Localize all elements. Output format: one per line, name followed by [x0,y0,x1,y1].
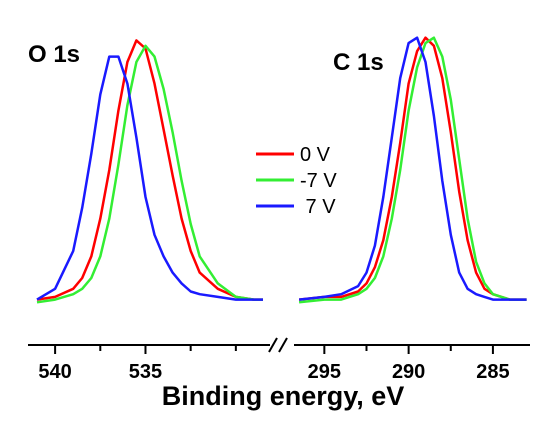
tick-label-c1s-290: 290 [392,361,425,383]
axis-break-mark-1 [268,337,278,353]
x-axis-title: Binding energy, eV [162,381,405,411]
series-line-o1s-minus7-v [36,44,263,304]
curves-layer [36,36,527,304]
tick-label-c1s-295: 295 [308,361,341,383]
tick-marks: 540 535 295 290 285 [38,345,510,383]
panel-label-o1s: O 1s [28,41,80,68]
x-axis [28,337,530,353]
legend: 0 V -7 V 7 V [256,144,337,218]
axis-break-mark-2 [278,337,288,353]
panel-label-c1s: C 1s [333,49,384,76]
tick-label-o1s-535: 535 [129,361,162,383]
tick-label-c1s-285: 285 [476,361,509,383]
legend-label-0-v: 0 V [300,144,331,166]
tick-label-o1s-540: 540 [38,361,71,383]
series-line-c1s-7-v [298,36,527,301]
series-line-o1s-0-v [36,39,263,301]
series-line-c1s-0-v [298,36,527,301]
series-line-o1s-7-v [36,55,263,301]
legend-label-plus7-v: 7 V [300,196,336,218]
series-line-c1s-minus7-v [298,36,527,304]
legend-label-minus7-v: -7 V [300,170,337,192]
